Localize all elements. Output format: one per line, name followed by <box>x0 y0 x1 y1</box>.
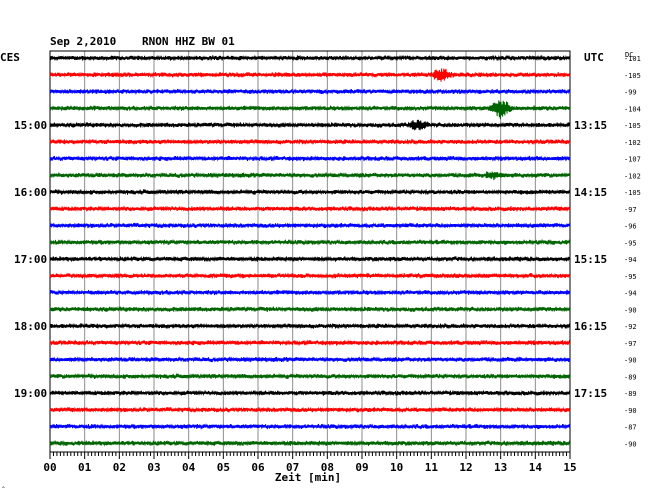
x-tick-label: 10 <box>390 461 403 474</box>
dc-offset-value: -102 <box>624 139 641 147</box>
seismic-trace <box>49 423 571 430</box>
dc-offset-value: -104 <box>624 105 641 113</box>
x-tick-label: 15 <box>563 461 576 474</box>
seismic-trace <box>49 138 571 145</box>
dc-offset-value: -89 <box>624 390 637 398</box>
right-timezone-label: UTC <box>584 51 604 64</box>
dc-offset-value: -96 <box>624 223 637 231</box>
time-axis: 00 01 02 03 04 05 06 07 08 09 10 11 12 13 14 15 <box>43 452 577 474</box>
seismic-trace <box>49 119 571 131</box>
date-label: Sep 2,2010 <box>50 35 116 48</box>
seismic-trace <box>49 289 571 296</box>
seismic-trace <box>49 389 571 397</box>
seismic-trace <box>49 222 571 229</box>
left-time-label: 17:00 <box>14 253 47 266</box>
dc-offset-value: -97 <box>624 340 637 348</box>
seismic-trace <box>49 188 571 196</box>
left-time-label: 19:00 <box>14 387 47 400</box>
seismic-trace <box>49 306 571 313</box>
dc-offset-value: -105 <box>624 189 641 197</box>
seismic-trace <box>49 356 571 363</box>
station-label: RNON HHZ BW 01 <box>142 35 235 48</box>
time-labels: -101 -105 -99 -104 -105 -102 -107 -102 -105 -97 -9… <box>14 55 641 448</box>
dc-offset-value: -105 <box>624 72 641 80</box>
dc-offset-value: -101 <box>624 55 641 63</box>
dc-offset-value: -102 <box>624 172 641 180</box>
seismic-trace <box>49 238 571 246</box>
x-tick-label: 11 <box>425 461 439 474</box>
seismic-trace <box>49 68 571 82</box>
left-timezone-label: CES <box>0 51 20 64</box>
dc-offset-value: -90 <box>624 306 637 314</box>
x-tick-label: 14 <box>529 461 543 474</box>
dc-offset-header: DC <box>625 51 633 59</box>
seismic-trace <box>49 439 571 447</box>
seismic-trace <box>49 322 571 330</box>
seismic-trace <box>49 372 571 380</box>
x-tick-label: 05 <box>217 461 230 474</box>
seismic-trace <box>49 406 571 413</box>
seismic-trace <box>49 272 571 280</box>
right-time-label: 14:15 <box>574 186 607 199</box>
x-tick-label: 09 <box>355 461 368 474</box>
x-axis-title: Zeit [min] <box>275 471 341 484</box>
seismic-trace <box>49 205 571 212</box>
left-time-label: 18:00 <box>14 320 47 333</box>
dc-offset-value: -97 <box>624 206 637 214</box>
right-time-label: 16:15 <box>574 320 607 333</box>
seismic-trace <box>49 339 571 347</box>
x-tick-label: 01 <box>78 461 92 474</box>
seismic-trace <box>49 255 571 263</box>
right-time-label: 15:15 <box>574 253 607 266</box>
x-tick-label: 02 <box>113 461 126 474</box>
dc-offset-value: -90 <box>624 357 637 365</box>
dc-offset-value: -105 <box>624 122 641 130</box>
dc-offset-value: -92 <box>624 323 637 331</box>
seismic-trace <box>49 88 571 95</box>
traces <box>49 54 571 447</box>
dc-offset-value: -90 <box>624 407 637 415</box>
x-tick-label: 04 <box>182 461 196 474</box>
dc-offset-value: -99 <box>624 89 637 97</box>
x-tick-label: 03 <box>147 461 160 474</box>
dc-offset-value: -87 <box>624 424 637 432</box>
seismic-trace <box>49 171 571 181</box>
right-time-label: 17:15 <box>574 387 607 400</box>
left-time-label: 15:00 <box>14 119 47 132</box>
dc-offset-value: -95 <box>624 239 637 247</box>
grid <box>49 50 571 453</box>
x-tick-label: 12 <box>459 461 472 474</box>
dc-offset-value: -94 <box>624 256 637 264</box>
left-time-label: 16:00 <box>14 186 47 199</box>
dc-offset-value: -89 <box>624 373 637 381</box>
seismic-trace <box>49 100 571 120</box>
corner-mark: ‸ <box>2 479 5 488</box>
seismic-trace <box>49 155 571 162</box>
dc-offset-value: -95 <box>624 273 637 281</box>
x-tick-label: 06 <box>251 461 265 474</box>
x-tick-label: 07 <box>286 461 299 474</box>
dc-offset-value: -90 <box>624 440 637 448</box>
seismic-trace <box>49 54 571 62</box>
x-tick-label: 13 <box>494 461 507 474</box>
dc-offset-value: -107 <box>624 156 641 164</box>
x-tick-label: 00 <box>43 461 56 474</box>
x-tick-label: 08 <box>321 461 334 474</box>
right-time-label: 13:15 <box>574 119 607 132</box>
dc-offset-value: -94 <box>624 290 637 298</box>
